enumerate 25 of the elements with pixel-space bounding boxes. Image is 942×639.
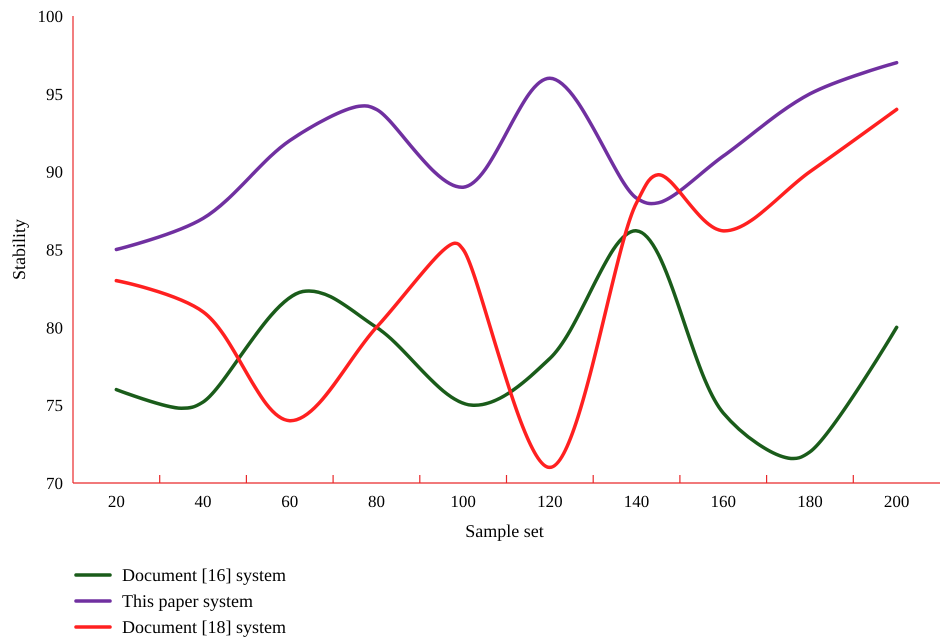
y-tick-label: 100 bbox=[38, 7, 63, 26]
line-series bbox=[114, 60, 898, 252]
x-tick-label: 140 bbox=[624, 492, 650, 511]
legend-label: Document [16] system bbox=[122, 565, 286, 585]
x-tick-label: 80 bbox=[368, 492, 385, 511]
x-tick-label: 180 bbox=[797, 492, 823, 511]
line-series bbox=[114, 229, 898, 460]
y-tick-label: 70 bbox=[46, 474, 63, 493]
y-tick-label: 85 bbox=[46, 240, 63, 260]
legend-label: Document [18] system bbox=[122, 617, 286, 637]
line-series bbox=[114, 108, 898, 470]
x-tick-label: 20 bbox=[108, 492, 125, 511]
x-tick-label: 40 bbox=[194, 492, 212, 511]
y-tick-label: 75 bbox=[46, 396, 63, 416]
x-tick-label: 100 bbox=[450, 492, 476, 511]
x-axis-title: Sample set bbox=[465, 521, 544, 541]
x-tick-label: 200 bbox=[884, 492, 910, 511]
x-tick-label: 120 bbox=[537, 492, 563, 511]
y-tick-label: 90 bbox=[46, 162, 63, 182]
x-tick-label: 60 bbox=[281, 492, 298, 511]
legend-label: This paper system bbox=[122, 591, 253, 611]
y-tick-label: 95 bbox=[46, 84, 63, 104]
y-axis-title: Stability bbox=[9, 218, 29, 280]
y-tick-label: 80 bbox=[46, 318, 63, 338]
x-tick-label: 160 bbox=[710, 492, 736, 511]
